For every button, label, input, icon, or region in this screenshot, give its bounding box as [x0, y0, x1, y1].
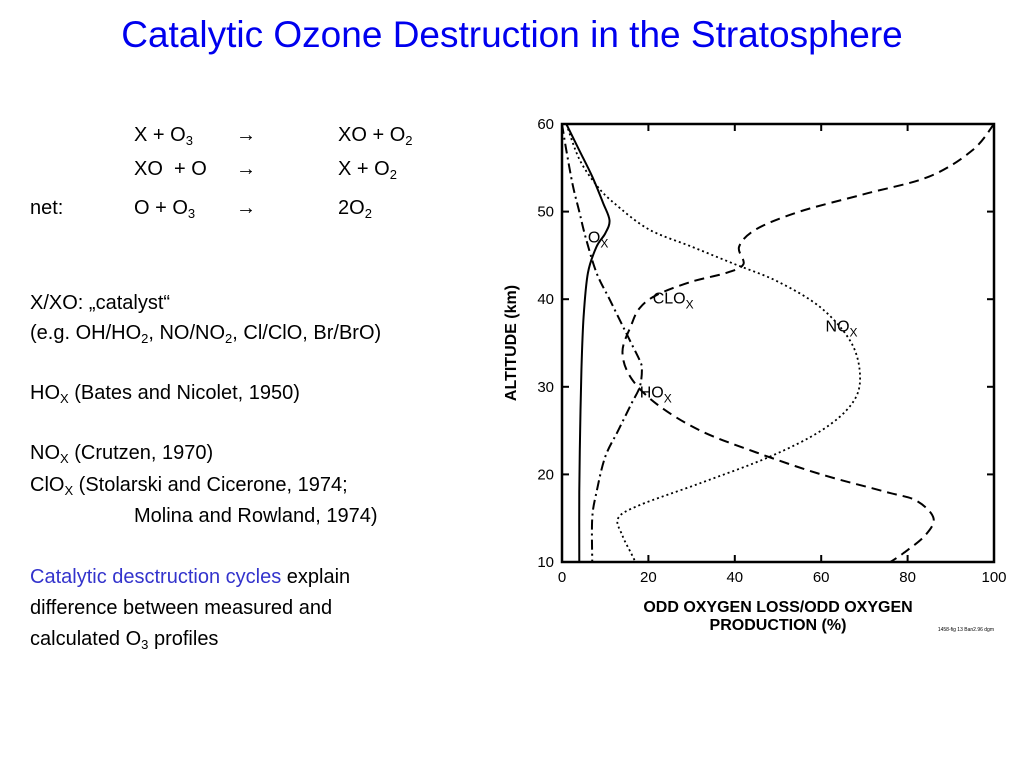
- y-axis-label: ALTITUDE (km): [503, 285, 520, 401]
- catalyst-examples: (e.g. OH/HO2, NO/NO2, Cl/ClO, Br/BrO): [30, 322, 382, 346]
- reaction-2-lhs: XO + O: [134, 158, 207, 180]
- curve-label-ox: OX: [588, 229, 608, 250]
- curve-nox: [565, 123, 861, 563]
- catalyst-note: X/XO: „catalyst“: [30, 292, 171, 314]
- x-tick-label-20: 20: [640, 569, 657, 586]
- net-label: net:: [30, 197, 64, 219]
- reaction-1-lhs: X + O3: [134, 124, 193, 148]
- y-tick-label-10: 10: [537, 554, 554, 571]
- explanation-line3: calculated O3 profiles: [30, 628, 219, 652]
- page-title: Catalytic Ozone Destruction in the Strat…: [121, 14, 903, 55]
- x-tick-label-40: 40: [726, 569, 743, 586]
- y-tick-label-60: 60: [537, 116, 554, 133]
- x-axis-label-line1: ODD OXYGEN LOSS/ODD OXYGEN: [643, 599, 912, 616]
- reaction-1-arrow: →: [236, 124, 256, 146]
- x-axis-label-line2: PRODUCTION (%): [710, 617, 847, 634]
- curve-label-hox: HOX: [640, 384, 672, 405]
- y-tick-label-40: 40: [537, 291, 554, 308]
- x-tick-label-100: 100: [981, 569, 1006, 586]
- curve-label-nox: NOX: [826, 319, 858, 340]
- figure-footnote: 1458-fig 13 Ban2.96 dgm: [938, 627, 994, 633]
- reaction-2-arrow: →: [236, 158, 256, 180]
- y-tick-label-50: 50: [537, 204, 554, 221]
- net-reaction-lhs: O + O3: [134, 197, 196, 221]
- hox-reference: HOX (Bates and Nicolet, 1950): [30, 382, 300, 406]
- net-reaction-rhs: 2O2: [338, 197, 372, 221]
- clox-reference: ClOX (Stolarski and Cicerone, 1974;: [30, 474, 348, 498]
- reaction-2-rhs: X + O2: [338, 158, 397, 182]
- curve-clox: [561, 123, 643, 563]
- curve-hox: [621, 123, 995, 563]
- x-tick-label-0: 0: [558, 569, 566, 586]
- y-tick-label-20: 20: [537, 466, 554, 483]
- highlight-text: Catalytic desctruction cycles: [30, 566, 282, 588]
- y-tick-label-30: 30: [537, 379, 554, 396]
- ozone-loss-chart: 0 20 40 60 80 100 10 20 30 40 50 60 OX CLOX NOX HOX AL…: [503, 116, 1007, 634]
- curve-labels: OX CLOX NOX HOX: [588, 229, 858, 405]
- reaction-1-rhs: XO + O2: [338, 124, 413, 148]
- explanation-line2: difference between measured and: [30, 597, 333, 619]
- x-tick-label-60: 60: [813, 569, 830, 586]
- explanation-line1: Catalytic desctruction cycles explain: [30, 566, 351, 588]
- nox-reference: NOX (Crutzen, 1970): [30, 442, 214, 466]
- axis-ticks: 0 20 40 60 80 100 10 20 30 40 50 60: [537, 116, 1006, 586]
- x-tick-label-80: 80: [899, 569, 916, 586]
- curve-ox: [565, 123, 611, 563]
- curve-label-clox: CLOX: [653, 291, 694, 312]
- curves: [561, 123, 995, 563]
- net-reaction-arrow: →: [236, 197, 256, 219]
- clox-reference-line2: Molina and Rowland, 1974): [134, 505, 378, 527]
- plot-frame: [560, 122, 996, 564]
